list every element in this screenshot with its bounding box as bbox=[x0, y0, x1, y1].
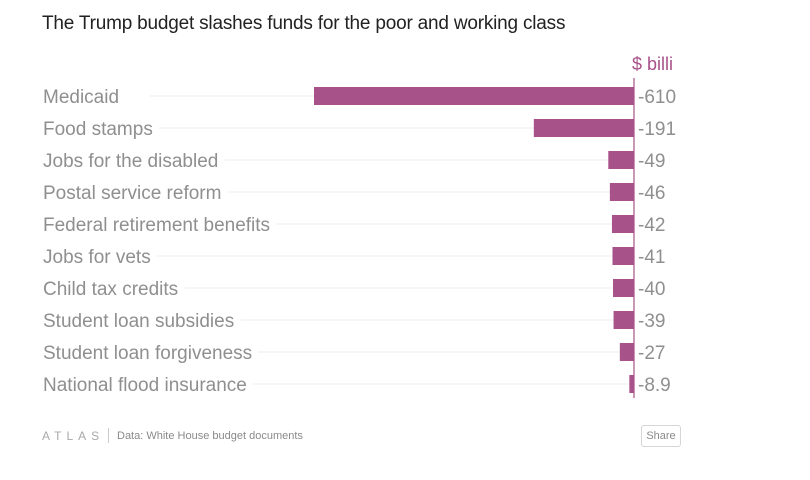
category-label: Jobs for vets bbox=[43, 247, 151, 268]
label-backing bbox=[41, 119, 159, 140]
category-label: Postal service reform bbox=[43, 183, 221, 204]
value-label: -46 bbox=[638, 183, 665, 204]
label-backing bbox=[41, 343, 259, 364]
value-label: -27 bbox=[638, 343, 665, 364]
atlas-logo: ATLAS bbox=[42, 429, 105, 443]
value-label: -49 bbox=[638, 151, 665, 172]
chart-title: The Trump budget slashes funds for the p… bbox=[42, 13, 566, 34]
bar-chart: Medicaid -610 Food stamps -191 Jobs for the … bbox=[41, 54, 676, 398]
share-button[interactable]: Share bbox=[641, 425, 681, 447]
bar bbox=[609, 183, 634, 201]
data-source-text: White House budget documents bbox=[146, 430, 303, 442]
unit-label: $ billi bbox=[632, 54, 673, 74]
category-label: Jobs for the disabled bbox=[43, 151, 218, 172]
bar bbox=[619, 343, 634, 361]
bar bbox=[608, 151, 634, 169]
label-backing bbox=[41, 311, 241, 332]
category-label: Food stamps bbox=[43, 119, 153, 140]
bar bbox=[612, 247, 634, 265]
category-label: Medicaid bbox=[43, 87, 119, 108]
value-label: -41 bbox=[638, 247, 665, 268]
bar bbox=[629, 375, 634, 393]
label-backing bbox=[41, 183, 228, 204]
value-label: -191 bbox=[638, 119, 676, 140]
value-label: -42 bbox=[638, 215, 665, 236]
value-label: -610 bbox=[638, 87, 676, 108]
value-label: -40 bbox=[638, 279, 665, 300]
label-backing bbox=[41, 279, 185, 300]
category-label: National flood insurance bbox=[43, 375, 247, 396]
label-backing bbox=[41, 215, 277, 236]
label-backing bbox=[41, 247, 157, 268]
category-label: Child tax credits bbox=[43, 279, 178, 300]
bar bbox=[611, 215, 634, 233]
label-backing bbox=[41, 375, 253, 396]
category-label: Student loan subsidies bbox=[43, 311, 234, 332]
data-source: Data: White House budget documents bbox=[117, 430, 303, 442]
label-backing bbox=[41, 151, 225, 172]
category-label: Federal retirement benefits bbox=[43, 215, 270, 236]
bar bbox=[533, 119, 634, 137]
category-label: Student loan forgiveness bbox=[43, 343, 252, 364]
footer-divider bbox=[108, 428, 109, 443]
label-backing bbox=[41, 87, 126, 108]
value-label: -39 bbox=[638, 311, 665, 332]
bar bbox=[314, 87, 634, 105]
bar bbox=[613, 311, 634, 329]
bar bbox=[613, 279, 634, 297]
data-source-prefix: Data: bbox=[117, 430, 144, 442]
value-label: -8.9 bbox=[638, 375, 671, 396]
